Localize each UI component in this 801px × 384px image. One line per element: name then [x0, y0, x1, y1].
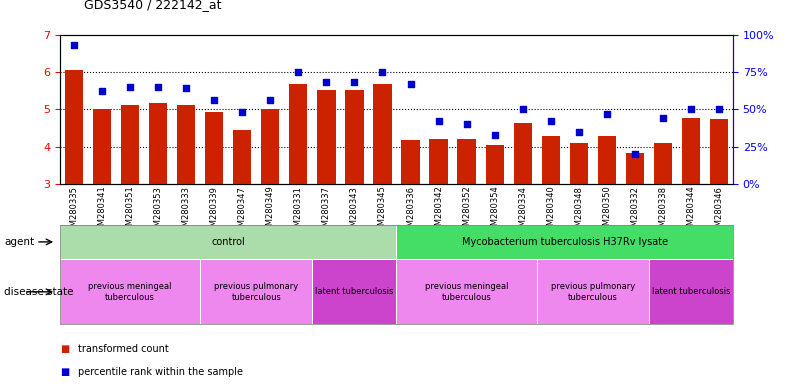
Text: previous pulmonary
tuberculous: previous pulmonary tuberculous — [214, 282, 299, 301]
Bar — [654, 143, 672, 184]
Point — [179, 85, 193, 91]
Point — [376, 69, 389, 75]
Text: ■: ■ — [60, 367, 70, 377]
Bar — [317, 90, 336, 184]
Point — [572, 129, 585, 135]
Bar — [710, 119, 728, 184]
Text: previous meningeal
tuberculous: previous meningeal tuberculous — [88, 282, 172, 301]
Point — [601, 111, 614, 117]
Point — [208, 98, 221, 104]
Text: previous meningeal
tuberculous: previous meningeal tuberculous — [425, 282, 509, 301]
Point — [460, 121, 473, 127]
Bar — [626, 153, 644, 184]
Bar — [457, 139, 476, 184]
Bar — [513, 123, 532, 184]
Point — [151, 84, 165, 90]
Point — [433, 118, 445, 124]
Bar — [373, 84, 392, 184]
Text: disease state: disease state — [4, 287, 74, 297]
Bar — [177, 105, 195, 184]
Bar — [289, 84, 308, 184]
Text: agent: agent — [4, 237, 34, 247]
Bar — [485, 145, 504, 184]
Text: control: control — [211, 237, 245, 247]
Bar — [682, 118, 700, 184]
Bar — [93, 109, 111, 184]
Text: GDS3540 / 222142_at: GDS3540 / 222142_at — [84, 0, 222, 12]
Text: latent tuberculosis: latent tuberculosis — [315, 287, 394, 296]
Text: latent tuberculosis: latent tuberculosis — [651, 287, 731, 296]
Bar — [541, 136, 560, 184]
Text: percentile rank within the sample: percentile rank within the sample — [78, 367, 243, 377]
Point — [264, 98, 277, 104]
Point — [684, 106, 697, 113]
Point — [713, 106, 726, 113]
Point — [488, 132, 501, 138]
Point — [235, 109, 248, 116]
Bar — [598, 136, 616, 184]
Bar — [261, 109, 280, 184]
Point — [545, 118, 557, 124]
Point — [348, 79, 360, 86]
Text: Mycobacterium tuberculosis H37Rv lysate: Mycobacterium tuberculosis H37Rv lysate — [461, 237, 668, 247]
Bar — [429, 139, 448, 184]
Bar — [233, 131, 252, 184]
Point — [628, 151, 641, 157]
Point — [67, 42, 80, 48]
Bar — [65, 70, 83, 184]
Point — [96, 88, 109, 94]
Bar — [149, 103, 167, 184]
Text: previous pulmonary
tuberculous: previous pulmonary tuberculous — [550, 282, 635, 301]
Bar — [345, 90, 364, 184]
Point — [405, 81, 417, 87]
Point — [657, 115, 670, 121]
Bar — [570, 143, 588, 184]
Text: transformed count: transformed count — [78, 344, 168, 354]
Bar — [205, 112, 223, 184]
Bar — [401, 140, 420, 184]
Point — [517, 106, 529, 113]
Point — [292, 69, 304, 75]
Bar — [121, 105, 139, 184]
Point — [123, 84, 136, 90]
Point — [320, 79, 333, 86]
Text: ■: ■ — [60, 344, 70, 354]
